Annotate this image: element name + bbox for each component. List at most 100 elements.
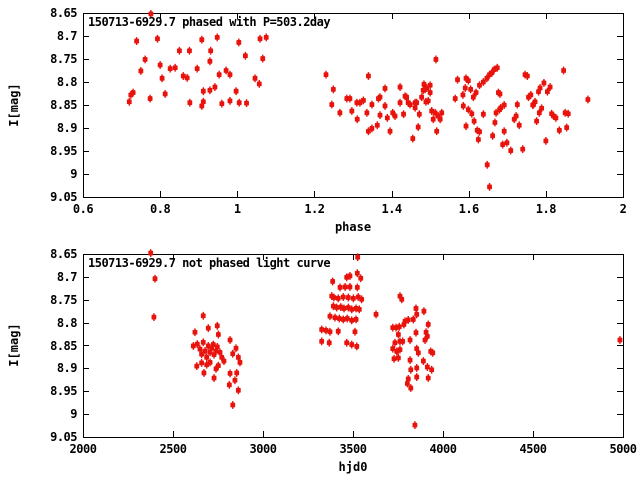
data-point <box>335 327 341 336</box>
data-point <box>354 115 360 124</box>
data-point <box>536 108 542 117</box>
data-point <box>232 376 238 385</box>
data-point <box>397 98 403 107</box>
data-point <box>405 315 411 324</box>
data-point <box>252 74 258 83</box>
data-point <box>422 85 428 94</box>
data-point <box>199 102 205 110</box>
data-point <box>184 73 190 82</box>
data-point <box>330 277 336 286</box>
data-point <box>484 74 490 83</box>
data-point <box>391 354 397 363</box>
data-point <box>384 113 390 122</box>
data-point <box>439 108 445 117</box>
data-point <box>151 313 157 322</box>
data-point <box>404 379 410 388</box>
data-point <box>236 38 242 47</box>
x-tick-label: 3000 <box>249 442 277 456</box>
data-point <box>230 401 236 409</box>
data-point <box>420 357 426 365</box>
data-point <box>376 94 381 103</box>
data-point <box>425 374 431 382</box>
data-point <box>402 92 408 101</box>
data-point <box>413 304 419 313</box>
y-tick-label: 8.7 <box>56 269 78 284</box>
data-point <box>410 134 416 143</box>
data-point <box>167 64 173 73</box>
data-point <box>427 88 433 97</box>
data-point <box>349 340 355 349</box>
x-tick-label: 1.6 <box>458 202 480 216</box>
data-point <box>455 75 460 84</box>
data-point <box>226 380 232 389</box>
data-point <box>397 83 403 91</box>
data-point <box>498 103 504 112</box>
data-point <box>233 344 239 353</box>
data-point <box>492 118 498 127</box>
data-point <box>210 340 216 349</box>
x-tick-label: 1.2 <box>304 202 325 216</box>
data-point <box>159 74 165 83</box>
data-point <box>227 369 233 378</box>
data-point <box>463 122 469 131</box>
unphased-y-axis-label: I[mag] <box>7 323 21 367</box>
data-point <box>419 93 425 102</box>
y-tick-label: 8.95 <box>50 384 77 399</box>
data-point <box>528 90 534 99</box>
data-point <box>130 88 136 97</box>
data-point <box>395 353 401 362</box>
plot-border <box>83 13 624 198</box>
phased-x-axis-label: phase <box>334 220 372 234</box>
data-point <box>484 160 490 169</box>
data-point <box>469 109 475 118</box>
x-tick-label: 2500 <box>159 442 187 456</box>
data-point <box>547 83 553 91</box>
data-point <box>496 88 501 97</box>
data-point <box>358 274 364 283</box>
data-point <box>212 83 218 91</box>
data-point <box>349 107 355 115</box>
data-point <box>227 96 233 105</box>
data-point <box>354 283 360 292</box>
x-tick-label: 1 <box>233 202 241 216</box>
data-point <box>414 98 420 107</box>
data-point <box>545 87 550 96</box>
data-point <box>337 283 343 292</box>
data-point <box>323 70 329 79</box>
data-point <box>530 101 536 109</box>
data-point <box>392 112 398 120</box>
data-point <box>148 249 154 257</box>
data-point <box>354 269 360 278</box>
data-point <box>354 342 360 351</box>
data-point <box>142 55 148 64</box>
data-point <box>356 305 362 314</box>
data-point <box>219 99 225 108</box>
data-point <box>407 356 413 365</box>
data-point <box>152 274 158 283</box>
data-point <box>377 111 383 120</box>
data-point <box>180 72 186 80</box>
data-point <box>147 94 153 103</box>
data-point <box>230 349 236 358</box>
data-point <box>134 37 140 45</box>
data-point <box>543 136 549 145</box>
y-tick-label: 8.9 <box>56 361 78 376</box>
data-point <box>157 61 163 69</box>
data-point <box>430 348 436 357</box>
data-point <box>319 325 325 334</box>
data-point <box>234 369 240 377</box>
data-point <box>392 338 398 347</box>
data-point <box>434 127 440 136</box>
data-point <box>424 332 430 341</box>
data-point <box>537 84 543 92</box>
data-point <box>480 110 486 119</box>
data-point <box>617 336 623 344</box>
data-point <box>329 100 335 109</box>
data-point <box>349 305 355 314</box>
data-point <box>473 88 479 97</box>
data-point <box>207 358 213 367</box>
data-point <box>347 283 353 291</box>
data-point <box>260 54 266 63</box>
data-point <box>534 117 539 125</box>
